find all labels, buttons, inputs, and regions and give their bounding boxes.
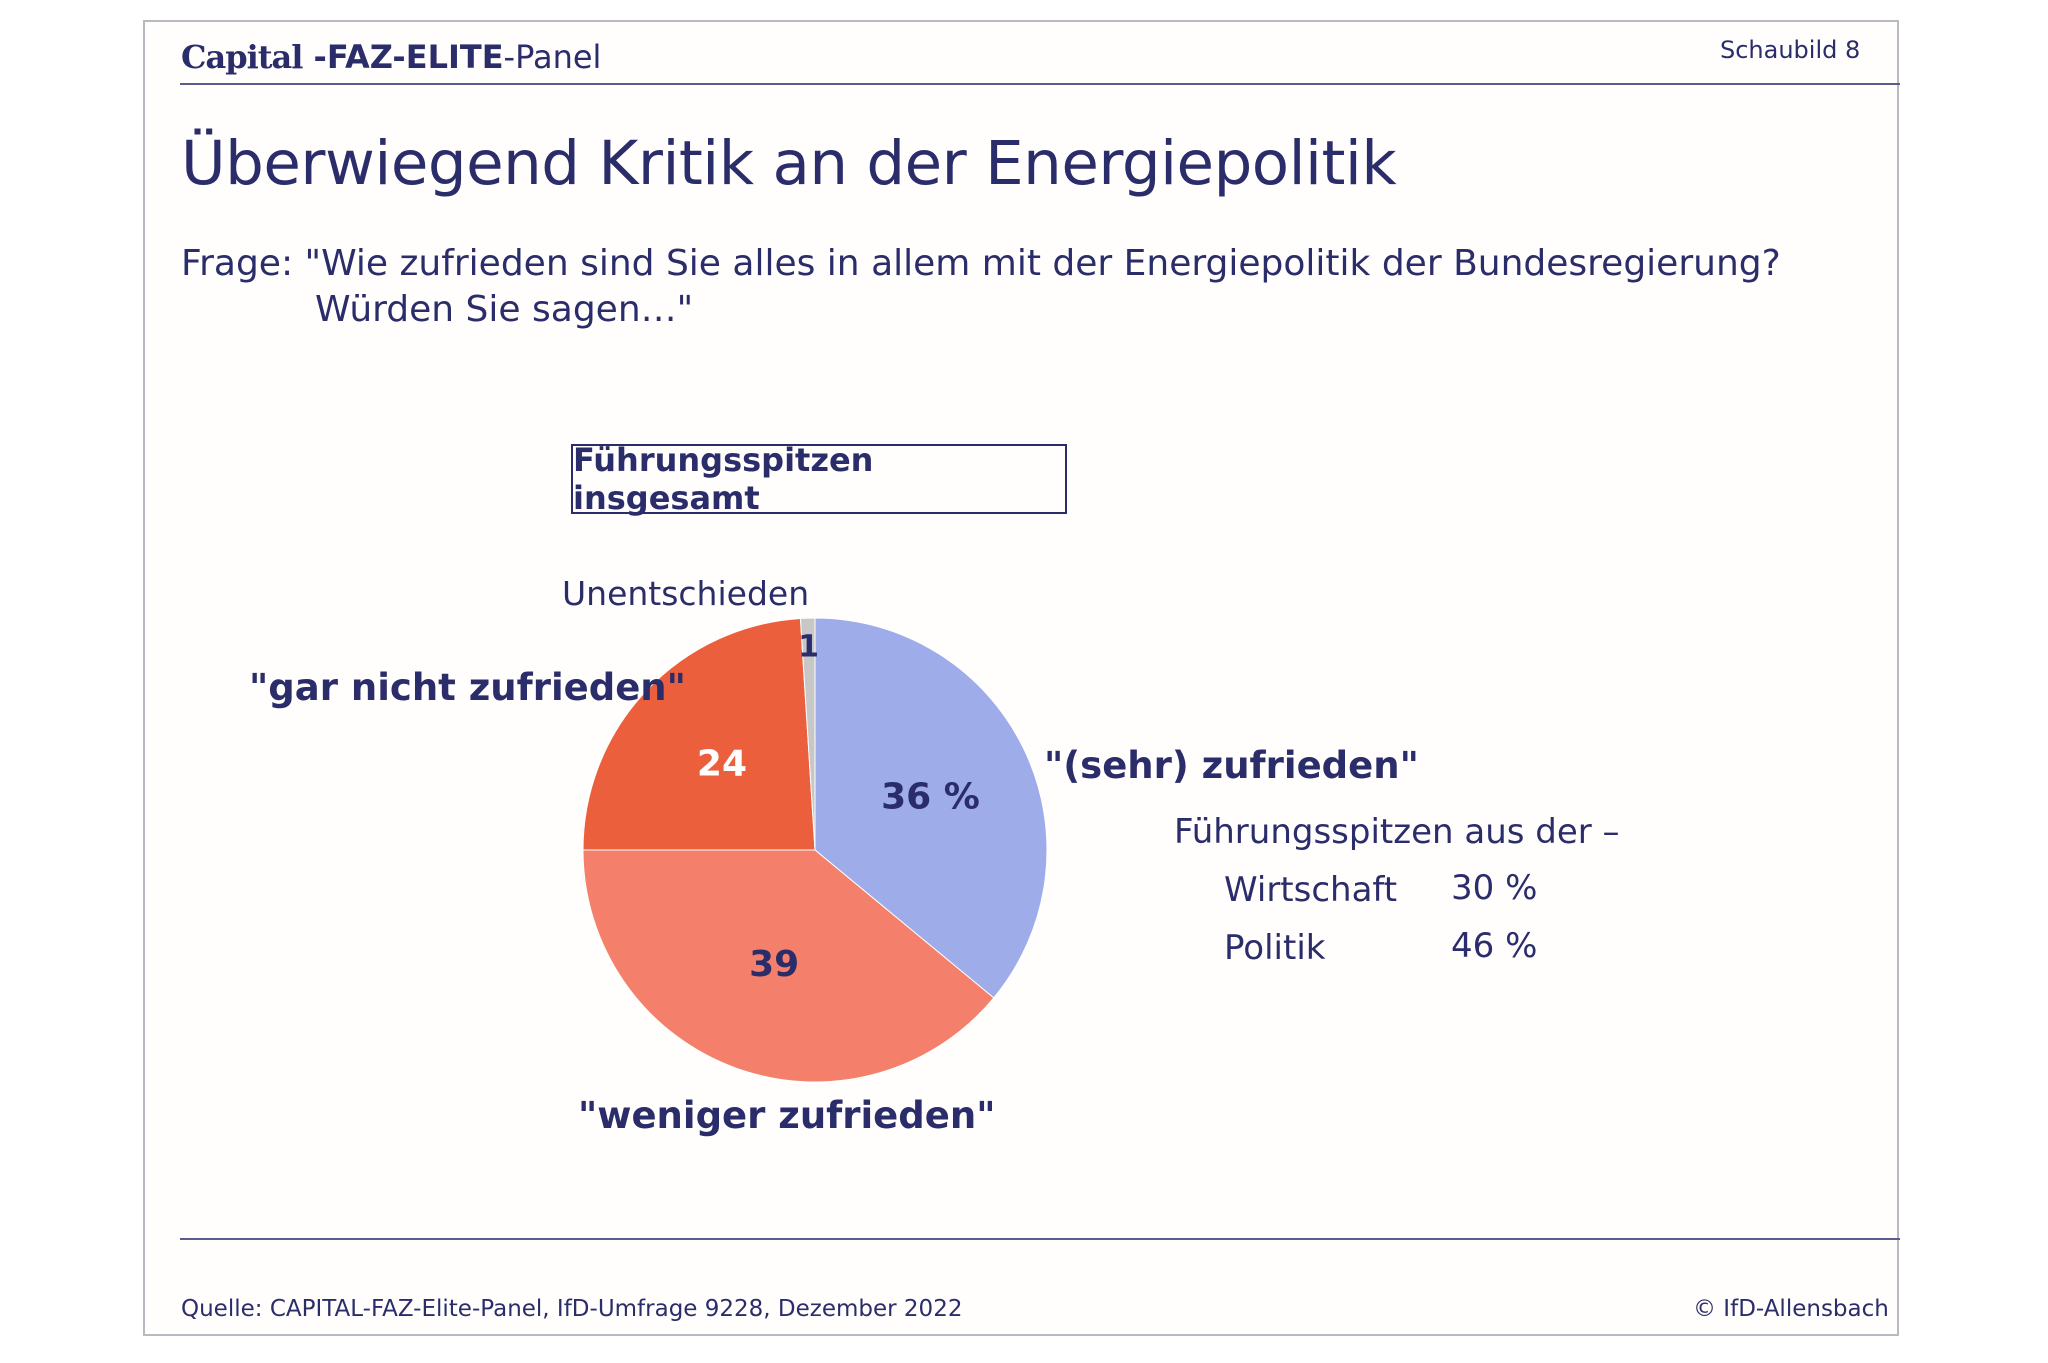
header-divider: [180, 83, 1900, 85]
footer-copyright: © IfD-Allensbach: [1693, 1296, 1889, 1322]
legend-label-sehr-zufrieden: "(sehr) zufrieden": [1044, 744, 1419, 787]
group-label: Führungsspitzen insgesamt: [573, 441, 874, 517]
group-label-box: Führungsspitzen insgesamt: [571, 441, 1067, 517]
legend-label-weniger-zufrieden: "weniger zufrieden": [578, 1094, 996, 1137]
chart-title: Überwiegend Kritik an der Energiepolitik: [181, 128, 1397, 199]
slice-sehr-zufrieden: [814, 617, 1048, 999]
brand-panel: -Panel: [503, 38, 602, 76]
slide-number: Schaubild 8: [1720, 36, 1861, 64]
question-line-2: Würden Sie sagen…": [315, 289, 694, 330]
data-label-weniger-zufrieden: 39: [749, 944, 799, 985]
slice-weniger-zufrieden: [582, 849, 995, 1083]
slice-gar-nicht-zufrieden: [582, 617, 816, 851]
slice-unentschieden: [799, 617, 816, 851]
footer-source: Quelle: CAPITAL-FAZ-Elite-Panel, IfD-Umf…: [181, 1296, 963, 1322]
legend-label-unentschieden: Unentschieden: [562, 574, 810, 613]
brand-logo: Capital -FAZ-ELITE-Panel: [181, 38, 601, 76]
breakdown-value-politik: 46 %: [1451, 926, 1538, 966]
question-line-1: Frage: "Wie zufrieden sind Sie alles in …: [181, 243, 1781, 284]
breakdown-label-politik: Politik: [1224, 928, 1326, 968]
footer-divider: [180, 1238, 1900, 1240]
brand-capital: Capital: [181, 38, 303, 76]
brand-faz-elite: -FAZ-ELITE: [302, 38, 504, 76]
data-label-unentschieden: 1: [798, 629, 819, 664]
slide-frame: [143, 20, 1899, 1336]
data-label-gar-nicht-zufrieden: 24: [697, 743, 747, 784]
legend-label-gar-nicht-zufrieden: "gar nicht zufrieden": [249, 666, 686, 709]
breakdown-value-wirtschaft: 30 %: [1451, 868, 1538, 908]
breakdown-label-wirtschaft: Wirtschaft: [1224, 870, 1398, 910]
data-label-sehr-zufrieden: 36 %: [881, 776, 980, 817]
breakdown-heading: Führungsspitzen aus der –: [1174, 812, 1620, 852]
